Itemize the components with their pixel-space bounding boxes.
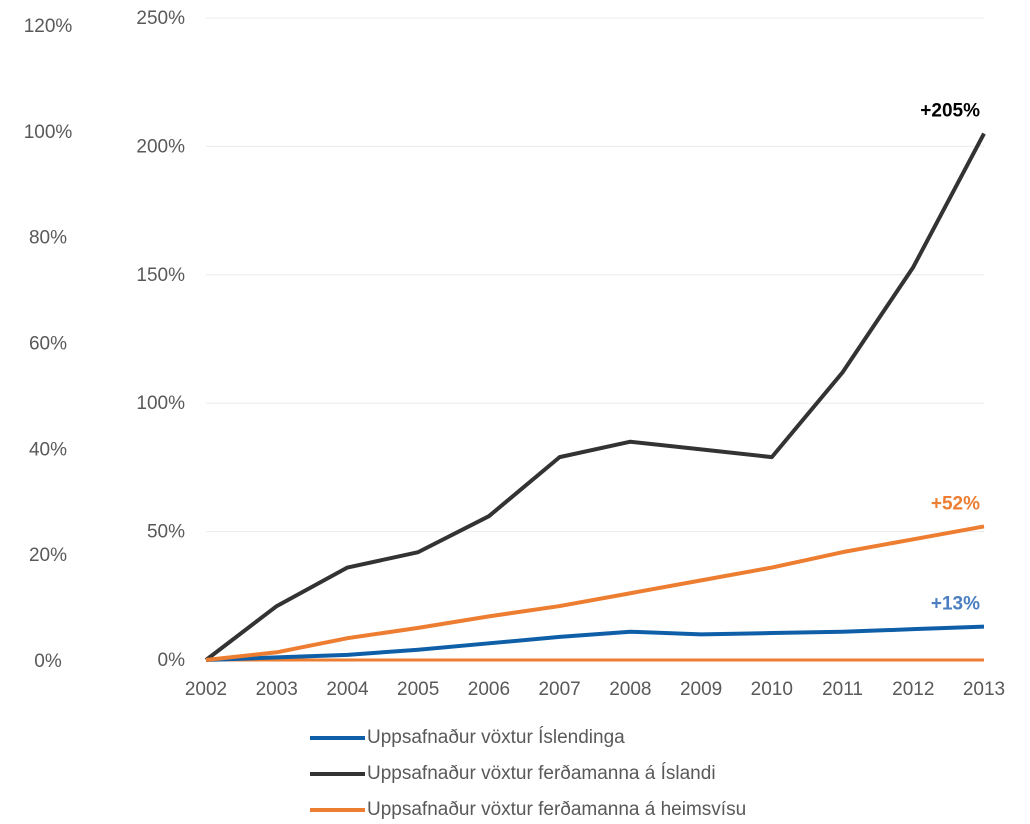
y2-tick-label: 20% xyxy=(29,545,67,566)
y2-tick-label: 40% xyxy=(29,439,67,460)
y-tick-label: 0% xyxy=(158,650,186,671)
x-tick-label: 2003 xyxy=(256,679,298,700)
series-line xyxy=(205,624,985,662)
legend-label: Uppsafnaður vöxtur ferðamanna á heimsvís… xyxy=(367,799,746,820)
y2-tick-label: 0% xyxy=(34,651,62,672)
x-tick-label: 2012 xyxy=(892,679,934,700)
legend-label: Uppsafnaður vöxtur ferðamanna á Íslandi xyxy=(367,763,716,784)
y2-tick-label: 80% xyxy=(29,228,67,249)
y-tick-label: 50% xyxy=(147,522,185,543)
y-tick-label: 250% xyxy=(136,8,185,29)
y2-tick-label: 100% xyxy=(24,122,73,143)
x-tick-label: 2013 xyxy=(963,679,1005,700)
y2-tick-label: 120% xyxy=(24,16,73,37)
x-tick-label: 2009 xyxy=(680,679,722,700)
y-tick-label: 100% xyxy=(136,393,185,414)
y-tick-label: 200% xyxy=(136,136,185,157)
series-line xyxy=(205,524,985,662)
x-tick-label: 2011 xyxy=(822,679,863,700)
x-tick-label: 2010 xyxy=(751,679,793,700)
series-line xyxy=(204,132,986,662)
data-label: +205% xyxy=(920,101,980,122)
x-tick-label: 2005 xyxy=(397,679,439,700)
x-tick-label: 2004 xyxy=(326,679,369,700)
x-tick-label: 2002 xyxy=(185,679,227,700)
data-label: +13% xyxy=(931,594,980,615)
x-tick-label: 2008 xyxy=(609,679,651,700)
x-tick-label: 2006 xyxy=(468,679,510,700)
legend-label: Uppsafnaður vöxtur Íslendinga xyxy=(367,727,625,748)
y-tick-label: 150% xyxy=(136,265,185,286)
y2-tick-label: 60% xyxy=(29,334,67,355)
x-tick-label: 2007 xyxy=(538,679,580,700)
data-label: +52% xyxy=(931,493,980,514)
